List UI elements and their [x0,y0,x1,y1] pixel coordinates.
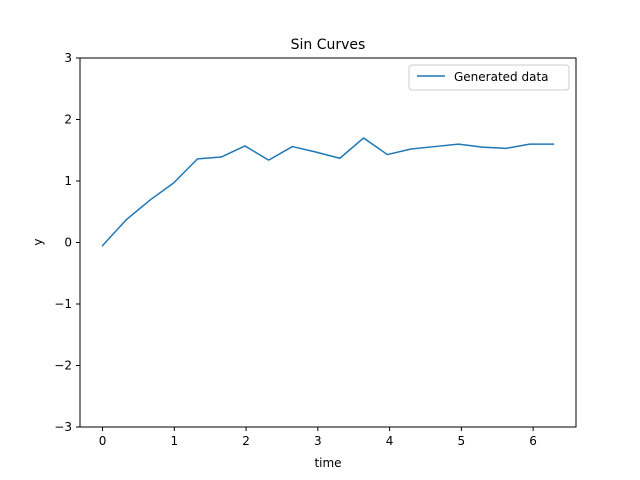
x-axis-label: time [314,456,341,470]
x-tick-label: 6 [529,434,537,448]
legend-box [408,64,570,91]
x-tick-label: 4 [386,434,394,448]
legend: Generated data [408,64,570,91]
x-axis-ticks: 0 1 2 3 4 5 6 [99,427,537,448]
plot-frame [79,57,577,428]
y-tick-label: −3 [54,420,72,434]
y-tick-label: −1 [54,297,72,311]
chart-title: Sin Curves [291,37,366,53]
legend-label-generated-data: Generated data [454,70,549,84]
plot-background [80,58,576,427]
x-tick-label: 0 [99,434,107,448]
y-tick-label: 0 [64,236,72,250]
y-axis-ticks: −3 −2 −1 0 1 2 3 [54,51,80,434]
y-tick-label: 2 [64,113,72,127]
x-tick-label: 1 [170,434,178,448]
x-tick-label: 2 [242,434,250,448]
y-tick-label: 3 [64,51,72,65]
x-tick-label: 5 [458,434,466,448]
series-line-generated-data [101,137,555,247]
y-tick-label: −2 [54,359,72,373]
plot-area [80,58,576,427]
y-tick-label: 1 [64,174,72,188]
y-axis-label: y [31,238,45,245]
series-layer [101,137,555,247]
x-tick-label: 3 [314,434,322,448]
